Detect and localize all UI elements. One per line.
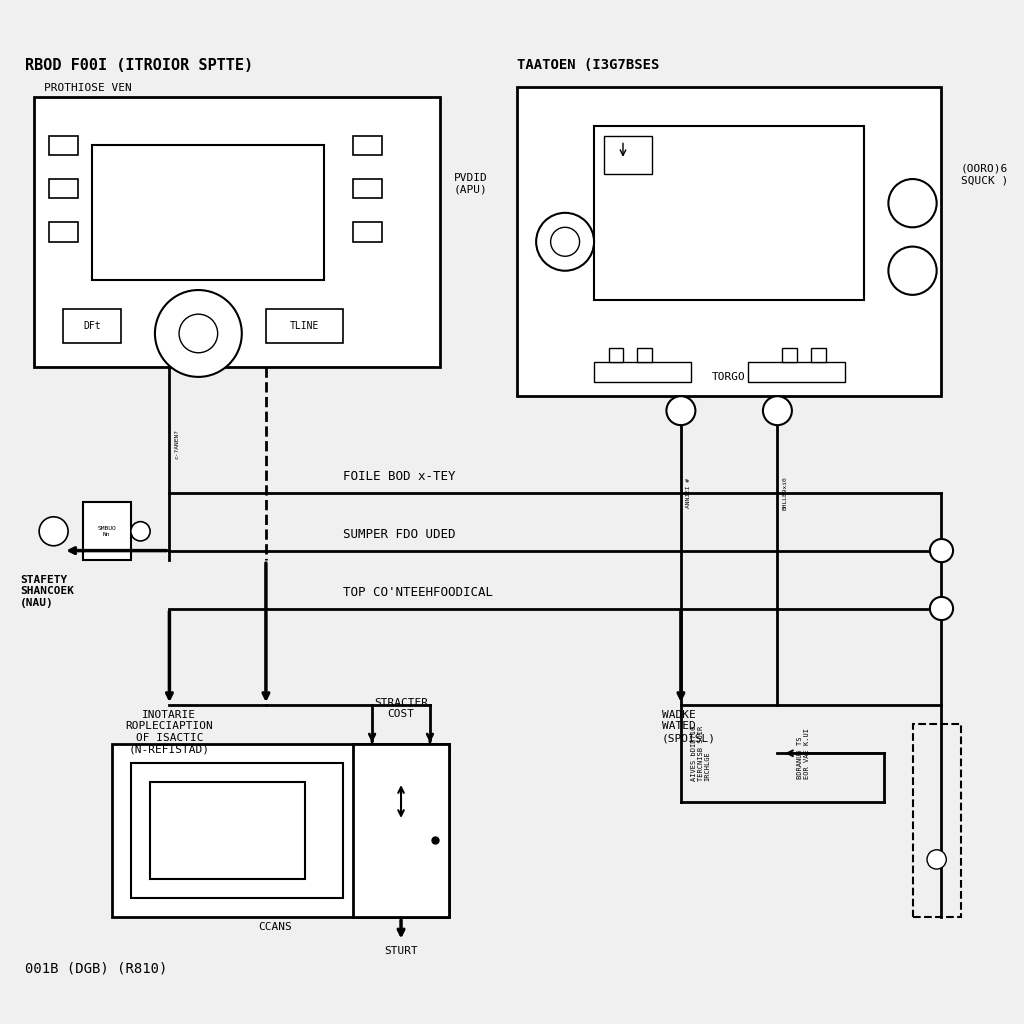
Circle shape [155,290,242,377]
Circle shape [930,597,953,621]
Bar [92,145,324,281]
Circle shape [763,396,792,425]
Bar [49,135,78,155]
Text: c-?ANEN?: c-?ANEN? [174,429,179,460]
Bar [604,135,652,174]
Text: TAATOEN (I3G7BSES: TAATOEN (I3G7BSES [517,58,659,73]
Circle shape [927,850,946,869]
Bar [83,503,131,560]
Text: STAFETY
SHANCOEK
(NAU): STAFETY SHANCOEK (NAU) [19,574,74,608]
Text: PROTHIOSE VEN: PROTHIOSE VEN [44,83,132,92]
Text: PVDID
(APU): PVDID (APU) [454,173,487,195]
Bar [112,743,450,918]
Bar [594,362,690,382]
Text: DFt: DFt [83,322,101,331]
Bar [608,348,623,362]
Bar [638,348,652,362]
Text: AIVES bDID710
TERCNISB SOIR
IRCHLGE: AIVES bDID710 TERCNISB SOIR IRCHLGE [690,726,711,781]
Bar [353,135,382,155]
Text: BHLLE9xi0: BHLLE9xi0 [782,476,787,510]
Circle shape [889,247,937,295]
Bar [353,222,382,242]
Bar [811,348,825,362]
Bar [266,309,343,343]
Bar [912,724,961,918]
Bar [782,348,797,362]
Text: TLINE: TLINE [290,322,319,331]
Circle shape [930,539,953,562]
Bar [63,309,121,343]
Bar [749,362,845,382]
Bar [151,782,304,879]
Bar [353,179,382,199]
Bar [594,126,864,300]
Circle shape [39,517,68,546]
Bar [49,179,78,199]
Text: RBOD F00I (ITROIOR SPTTE): RBOD F00I (ITROIOR SPTTE) [25,58,253,74]
Circle shape [551,227,580,256]
Text: STRACTER
COST: STRACTER COST [374,698,428,720]
Text: STURT: STURT [384,946,418,956]
Text: TORGO: TORGO [713,372,746,382]
Bar [34,97,439,368]
Bar [131,763,343,898]
Text: SMBUO
Nn: SMBUO Nn [97,526,116,537]
Text: WADKE
WATED
(SPOISL): WADKE WATED (SPOISL) [662,710,716,743]
Circle shape [667,396,695,425]
Text: BDRANU5 TS
EOR VAE K.UI: BDRANU5 TS EOR VAE K.UI [797,728,810,779]
Text: TOP CO'NTEEHFOODICAL: TOP CO'NTEEHFOODICAL [343,586,494,599]
Bar [353,743,450,918]
Bar [517,87,941,396]
Text: CCANS: CCANS [259,923,293,932]
Text: 001B (DGB) (R810): 001B (DGB) (R810) [25,962,167,975]
Bar [49,222,78,242]
Text: INOTARIE
ROPLECIAPTION
OF ISACTIC
(N-REFISTAD): INOTARIE ROPLECIAPTION OF ISACTIC (N-REF… [126,710,213,755]
Circle shape [131,521,151,541]
Text: FOILE BOD x-TEY: FOILE BOD x-TEY [343,470,456,483]
Circle shape [889,179,937,227]
Text: SUMPER FDO UDED: SUMPER FDO UDED [343,528,456,541]
Circle shape [537,213,594,270]
Text: ANNJEI #: ANNJEI # [686,478,691,508]
Circle shape [179,314,218,352]
Text: (OORO)6
SQUCK ): (OORO)6 SQUCK ) [961,164,1008,185]
